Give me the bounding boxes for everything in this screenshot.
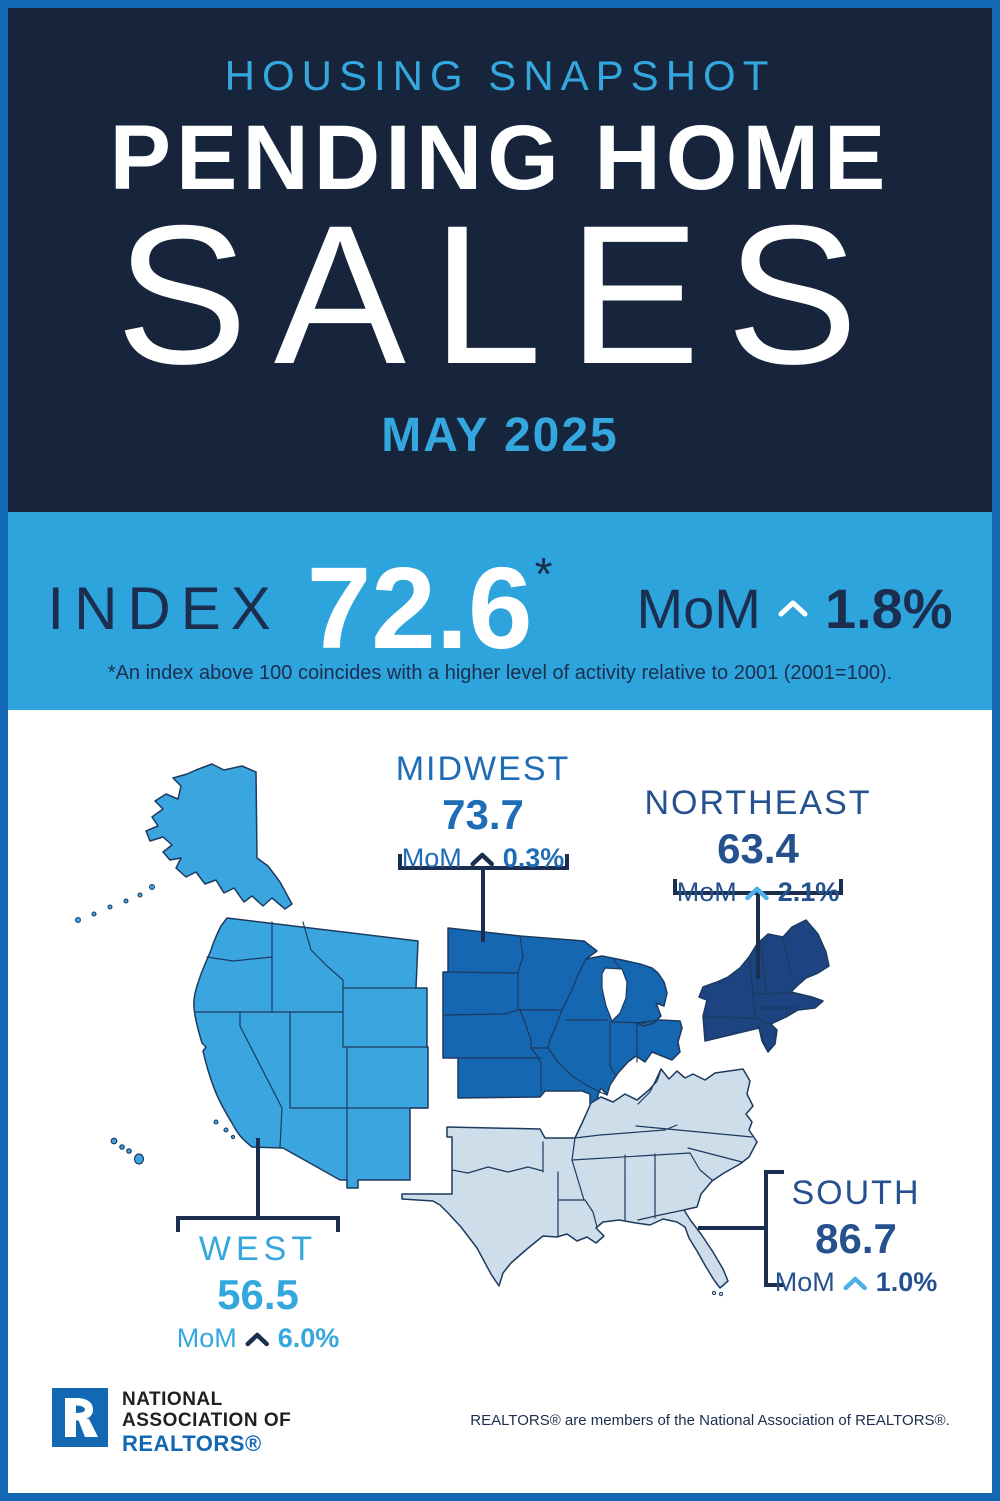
- south-index-value: 86.7: [815, 1215, 897, 1262]
- up-arrow-icon: [745, 885, 770, 901]
- index-banner: INDEX 72.6 * MoM 1.8% *An index above 10…: [0, 512, 1000, 710]
- logo-r-leg: [78, 1419, 98, 1437]
- us-regions-map: [75, 763, 843, 1297]
- west-mom: MoM 6.0%: [177, 1323, 340, 1354]
- channel-islands: [213, 1119, 236, 1140]
- midwest-region: [442, 927, 683, 1105]
- index-value: 72.6: [306, 543, 533, 673]
- west-state-borders: [195, 921, 429, 1181]
- northeast-mom: MoM 2.1%: [644, 877, 871, 908]
- report-period: MAY 2025: [381, 409, 619, 462]
- alaska-shape: [145, 763, 293, 910]
- south-mom: MoM 1.0%: [775, 1267, 938, 1298]
- mom-label: MoM: [774, 1267, 835, 1297]
- west-index-value: 56.5: [217, 1271, 299, 1318]
- northeast-state-borders: [704, 936, 799, 1049]
- mom-label: MoM: [676, 877, 737, 907]
- west-leader-bracket: [176, 1138, 340, 1232]
- south-state-borders: [451, 1068, 753, 1237]
- mom-value: 1.0%: [875, 1267, 938, 1297]
- northeast-leader-bracket: [673, 879, 843, 979]
- up-arrow-icon: [470, 851, 495, 867]
- midwest-index-value: 73.7: [442, 791, 524, 838]
- header: HOUSING SNAPSHOT PENDING HOME SALES MAY …: [0, 0, 1000, 512]
- south-region-shape: [401, 1068, 758, 1289]
- lake-michigan: [601, 967, 628, 1023]
- florida-keys: [711, 1290, 724, 1297]
- west-region: [75, 763, 429, 1189]
- index-row: INDEX 72.6 * MoM 1.8%: [0, 543, 1000, 673]
- logo-r-bowl: [76, 1398, 93, 1421]
- up-arrow-icon: [245, 1331, 270, 1347]
- west-name: WEST: [198, 1230, 318, 1268]
- northeast-region: [698, 919, 830, 1053]
- up-arrow-icon: [843, 1275, 868, 1291]
- aleutian-islands: [75, 884, 155, 923]
- south-leader-bracket: [698, 1170, 784, 1287]
- northeast-label: NORTHEAST 63.4 MoM 2.1%: [644, 784, 871, 908]
- org-line2: ASSOCIATION OF: [122, 1409, 292, 1431]
- midwest-label: MIDWEST 73.7 MoM 0.3%: [396, 750, 571, 874]
- midwest-mom: MoM 0.3%: [396, 843, 571, 874]
- mom-value: 0.3%: [502, 843, 565, 873]
- org-line1: NATIONAL: [122, 1389, 223, 1410]
- mom-label: MoM: [636, 576, 761, 640]
- west-label: WEST 56.5 MoM 6.0%: [177, 1230, 340, 1354]
- index-footnote-asterisk: *: [534, 548, 553, 600]
- mom-label: MoM: [401, 843, 462, 873]
- south-name: SOUTH: [791, 1174, 921, 1212]
- midwest-leader-bracket: [398, 854, 569, 942]
- page-title-line2: SALES: [115, 184, 885, 405]
- index-footnote: *An index above 100 coincides with a hig…: [107, 662, 893, 684]
- mom-label: MoM: [176, 1323, 237, 1353]
- midwest-name: MIDWEST: [395, 750, 571, 788]
- up-arrow-icon: [777, 598, 809, 618]
- national-mom: MoM 1.8%: [636, 576, 952, 641]
- northeast-index-value: 63.4: [717, 825, 799, 872]
- page-title-line1: PENDING HOME: [109, 107, 891, 209]
- nar-logo-mark: [52, 1388, 108, 1447]
- west-region-shape: [193, 917, 429, 1189]
- northeast-name: NORTHEAST: [644, 784, 872, 822]
- logo-r-stem: [65, 1398, 76, 1437]
- index-label: INDEX: [47, 574, 281, 642]
- nar-logo-text: NATIONAL ASSOCIATION OF REALTORS®: [122, 1388, 291, 1456]
- mom-value: 1.8%: [824, 576, 953, 640]
- header-kicker: HOUSING SNAPSHOT: [224, 52, 776, 99]
- hawaii-islands: [110, 1137, 145, 1165]
- northeast-region-shape: [698, 919, 830, 1053]
- midwest-state-borders: [442, 935, 646, 1096]
- mom-value: 6.0%: [277, 1323, 340, 1353]
- nar-logo: NATIONAL ASSOCIATION OF REALTORS®: [52, 1388, 291, 1456]
- footer-disclaimer: REALTORS® are members of the National As…: [470, 1412, 950, 1429]
- south-label: SOUTH 86.7 MoM 1.0%: [775, 1174, 938, 1298]
- org-line3: REALTORS®: [122, 1431, 262, 1457]
- midwest-region-shape: [442, 927, 683, 1105]
- south-region: [401, 1068, 758, 1297]
- mom-value: 2.1%: [777, 877, 840, 907]
